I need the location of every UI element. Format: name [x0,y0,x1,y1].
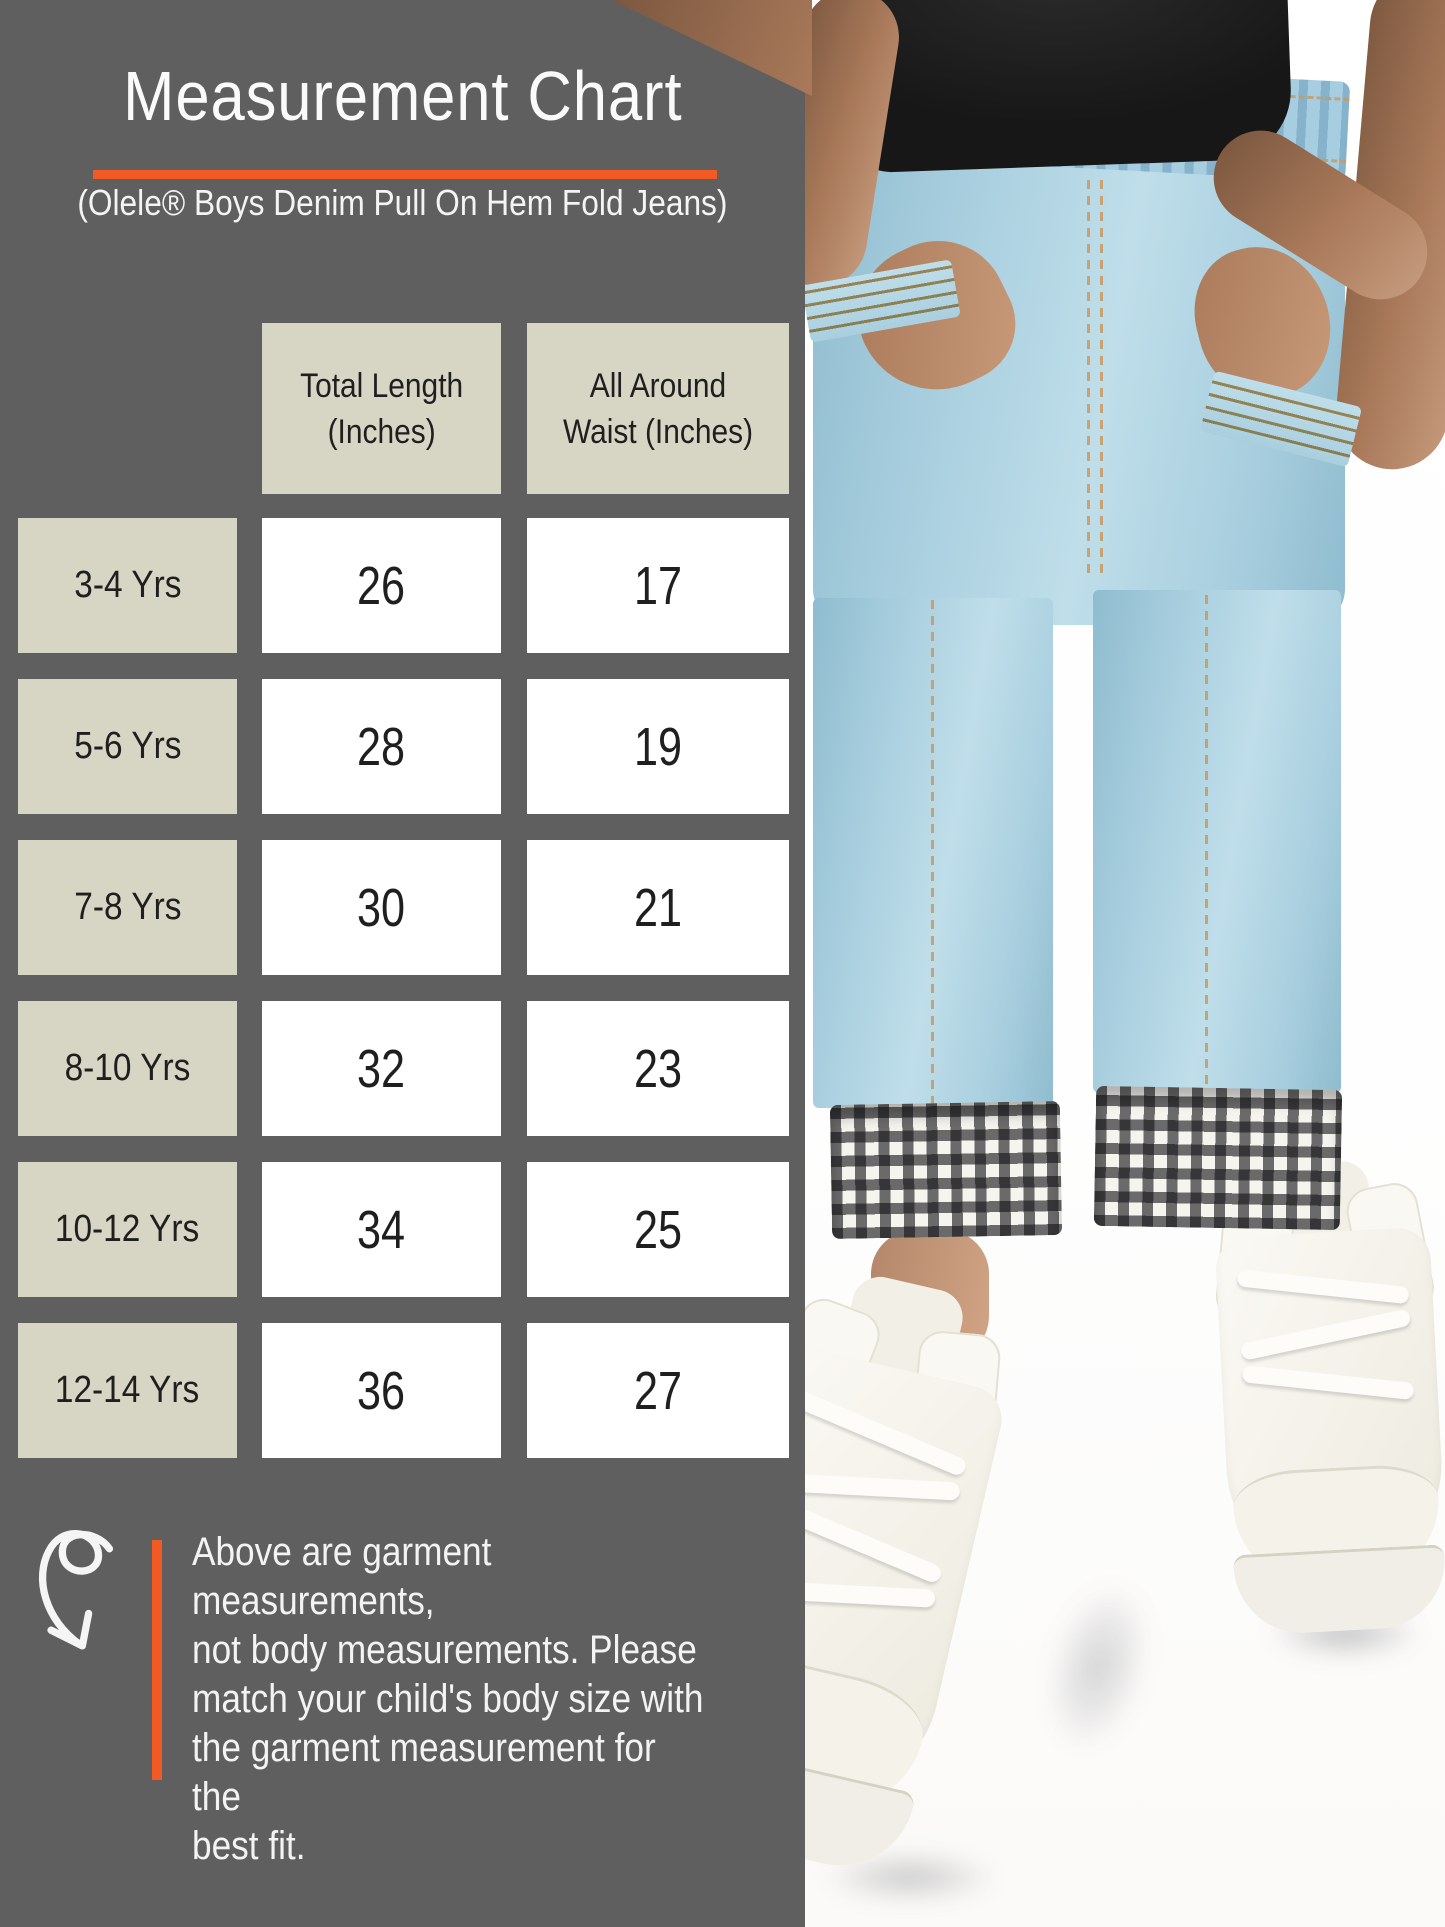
size-label-text: 3-4 Yrs [73,564,182,606]
waist-value: 25 [527,1162,789,1297]
total-length-value: 30 [262,840,501,975]
size-label-text: 10-12 Yrs [55,1208,200,1250]
total-length-value: 32 [262,1001,501,1136]
size-label-text: 12-14 Yrs [55,1369,200,1411]
product-subtitle: (Olele® Boys Denim Pull On Hem Fold Jean… [0,182,805,224]
size-label-text: 5-6 Yrs [73,725,182,767]
waist-value: 19 [527,679,789,814]
size-label: 5-6 Yrs [18,679,237,814]
title-underline [93,170,717,179]
total-length-value-text: 32 [357,1038,406,1099]
front-seam-stitch [1100,180,1103,575]
size-label-text: 8-10 Yrs [64,1047,191,1089]
page-title: Measurement Chart [0,56,805,136]
size-label: 10-12 Yrs [18,1162,237,1297]
total-length-value-text: 34 [357,1199,406,1260]
sneaker-sole [1233,1544,1445,1637]
waist-value: 23 [527,1001,789,1136]
total-length-value: 26 [262,518,501,653]
gingham-fold-hem-right [1093,1085,1343,1231]
total-length-value-text: 26 [357,555,406,616]
size-label: 7-8 Yrs [18,840,237,975]
total-length-value: 28 [262,679,501,814]
gingham-fold-hem-left [829,1101,1063,1239]
column-header-total-length: Total Length (Inches) [262,323,501,494]
front-seam-stitch [1087,180,1090,575]
waist-value-text: 27 [633,1360,683,1421]
size-label: 8-10 Yrs [18,1001,237,1136]
total-length-value-text: 28 [357,716,406,777]
note-accent-bar [152,1540,162,1780]
floor-shadow [1003,1538,1193,1796]
size-label-text: 7-8 Yrs [73,886,182,928]
left-leg-seam-stitch [931,600,934,1105]
total-length-value-text: 36 [357,1360,406,1421]
waist-value-text: 25 [633,1199,683,1260]
waist-value-text: 17 [633,555,683,616]
product-photo [805,0,1445,1927]
waist-value: 17 [527,518,789,653]
right-leg-seam-stitch [1205,595,1208,1090]
waist-value-text: 21 [633,877,683,938]
hand-drawn-arrow-icon [38,1530,114,1650]
total-length-value-text: 30 [357,877,406,938]
white-sneaker-left [805,1252,1029,1882]
waist-value-text: 19 [633,716,683,777]
waist-value: 27 [527,1323,789,1458]
product-subtitle-text: (Olele® Boys Denim Pull On Hem Fold Jean… [77,182,728,223]
column-header-waist: All Around Waist (Inches) [527,323,789,494]
jeans-right-leg [1093,590,1341,1093]
size-label: 12-14 Yrs [18,1323,237,1458]
size-label: 3-4 Yrs [18,518,237,653]
page-title-text: Measurement Chart [122,57,683,135]
size-table: 3-4 Yrs 26 17 5-6 Yrs 28 19 7-8 Yrs 30 21 8-10 Yr… [18,518,789,1458]
waist-value-text: 23 [633,1038,683,1099]
total-length-value: 36 [262,1323,501,1458]
waist-value: 21 [527,840,789,975]
note-paragraph: Above are garment measurements, not body… [192,1530,704,1868]
total-length-value: 34 [262,1162,501,1297]
